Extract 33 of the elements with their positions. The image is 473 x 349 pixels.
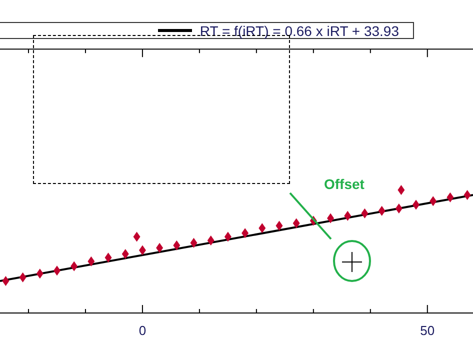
point [224,232,232,242]
point [412,200,420,210]
point [378,206,386,216]
point [173,240,180,250]
point [242,228,249,238]
point [70,261,78,272]
point [104,252,112,263]
legend-label: RT = f(iRT) = 0.66 x iRT + 33.93 [200,22,399,38]
point [133,232,140,242]
point [190,238,198,248]
point [36,268,44,279]
point [430,196,437,206]
point [292,218,300,228]
point [258,223,266,234]
x-tick-label: 0 [138,323,146,338]
point [327,213,334,224]
point [138,245,146,256]
point [464,190,471,200]
point [19,272,26,282]
point [122,248,129,259]
point [2,276,10,286]
point [395,203,402,214]
annotation: Offset [324,176,364,192]
point [276,220,283,231]
point [446,192,454,202]
x-tick-label: 50 [420,323,435,338]
point [156,242,164,253]
point [398,185,405,196]
point [53,266,60,276]
point [361,208,368,218]
point [88,256,95,266]
point [207,235,214,246]
point [344,210,352,221]
